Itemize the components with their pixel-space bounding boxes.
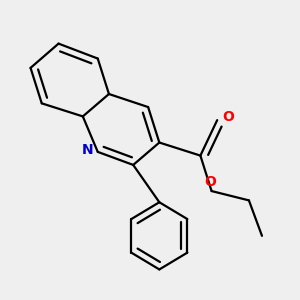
Text: N: N <box>82 143 93 157</box>
Text: O: O <box>222 110 234 124</box>
Text: O: O <box>204 175 216 189</box>
